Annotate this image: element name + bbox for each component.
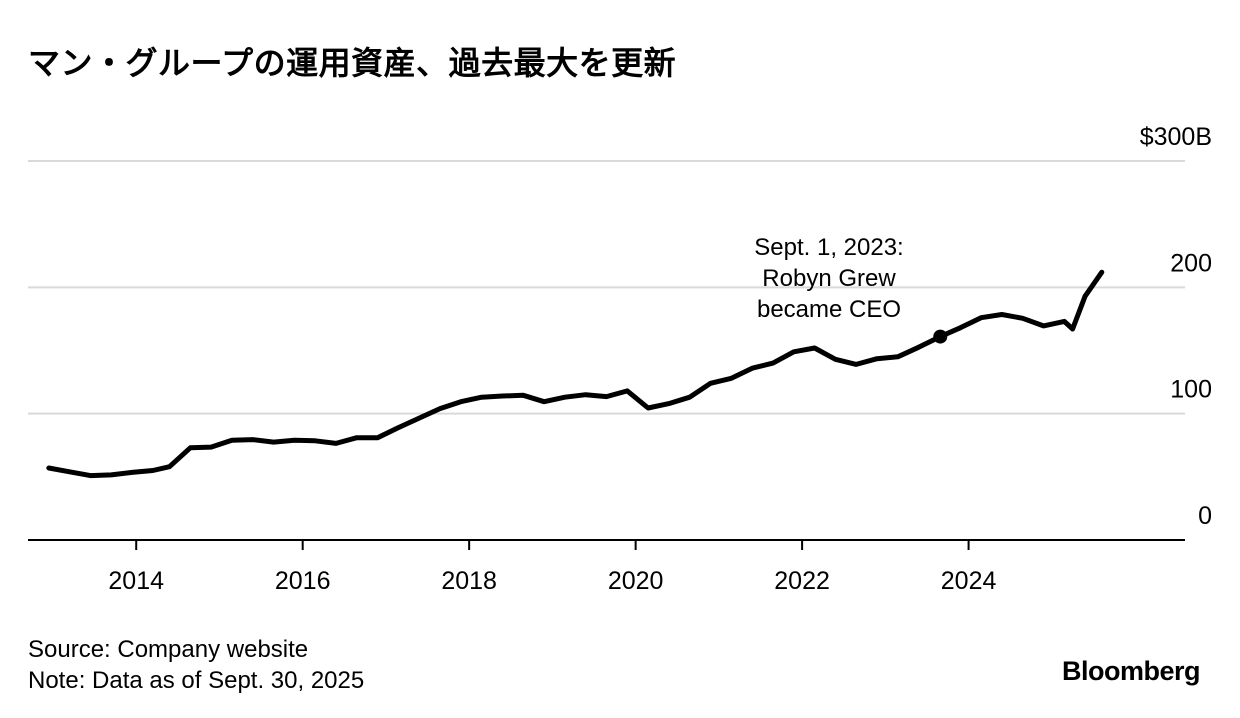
ceo-change-marker bbox=[933, 329, 948, 344]
annotation-label: Robyn Grew bbox=[762, 265, 896, 292]
x-tick-label: 2022 bbox=[774, 567, 830, 595]
chart-footer: Source: Company website Note: Data as of… bbox=[28, 634, 364, 696]
x-tick-label: 2020 bbox=[608, 567, 664, 595]
y-tick-label: $300B bbox=[1140, 123, 1212, 151]
y-tick-label: 0 bbox=[1198, 502, 1212, 530]
series-line-aum bbox=[46, 269, 1105, 479]
x-tick-label: 2014 bbox=[108, 567, 164, 595]
annotation-label: became CEO bbox=[757, 296, 901, 323]
bloomberg-logo: Bloomberg bbox=[1061, 656, 1201, 686]
data-note: Note: Data as of Sept. 30, 2025 bbox=[28, 667, 365, 694]
x-tick-label: 2024 bbox=[941, 567, 997, 595]
annotation-label: Sept. 1, 2023: bbox=[754, 234, 903, 261]
y-tick-label: 200 bbox=[1170, 249, 1212, 277]
source-note: Source: Company website bbox=[28, 636, 309, 663]
x-tick-label: 2018 bbox=[441, 567, 497, 595]
x-tick-label: 2016 bbox=[275, 567, 331, 595]
chart-title: マン・グループの運用資産、過去最大を更新 bbox=[28, 44, 677, 82]
y-tick-label: 100 bbox=[1170, 376, 1212, 404]
